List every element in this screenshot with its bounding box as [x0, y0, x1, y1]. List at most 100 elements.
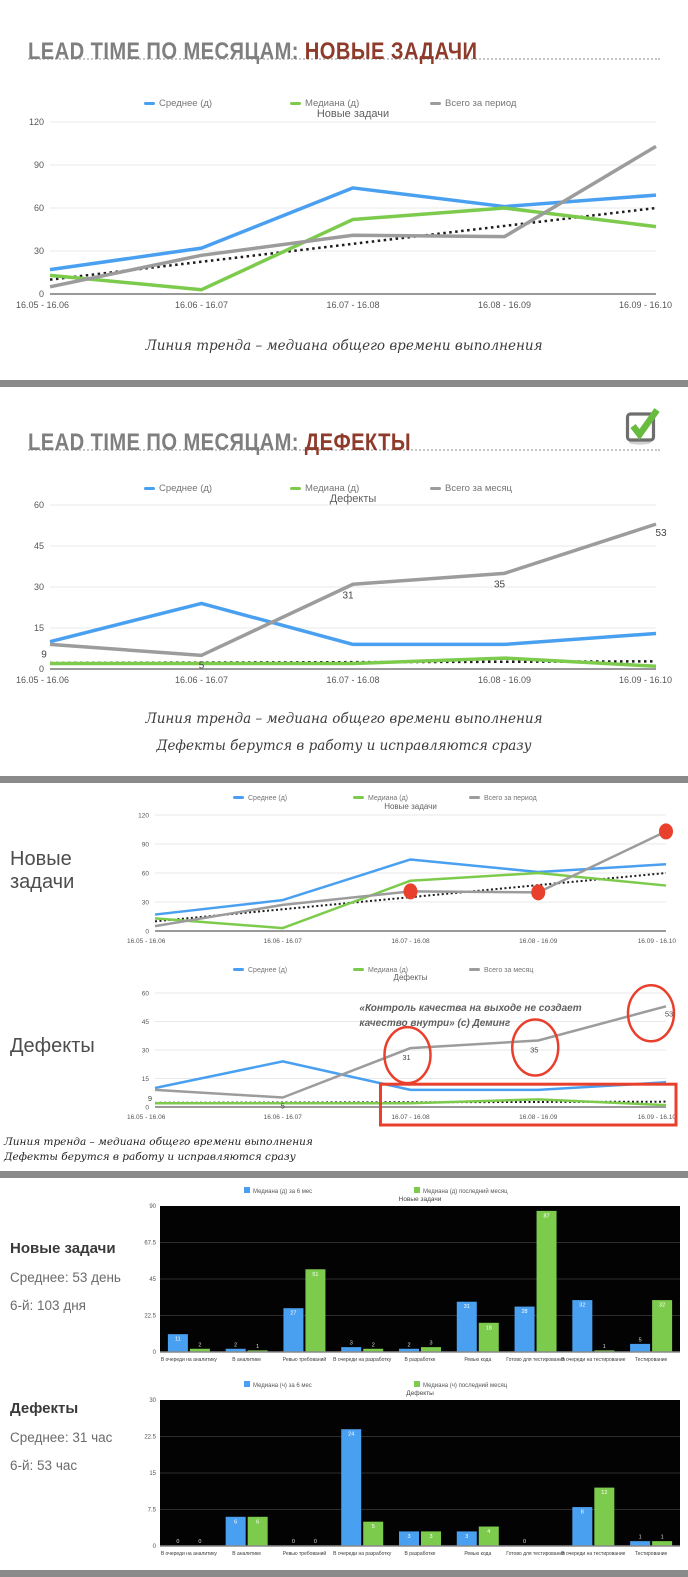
svg-text:Всего за месяц: Всего за месяц — [445, 483, 513, 494]
svg-text:22.5: 22.5 — [144, 1314, 156, 1320]
svg-text:30: 30 — [142, 1047, 150, 1054]
svg-text:67.5: 67.5 — [144, 1241, 156, 1247]
svg-text:В очереди на тестирование: В очереди на тестирование — [561, 1551, 625, 1557]
svg-text:3: 3 — [429, 1341, 432, 1347]
svg-text:16.05 - 16.06: 16.05 - 16.06 — [16, 675, 69, 685]
section-divider — [0, 1171, 688, 1178]
svg-text:87: 87 — [543, 1213, 549, 1219]
bar-heading: Дефекты — [10, 1400, 79, 1417]
svg-text:90: 90 — [142, 841, 150, 848]
svg-text:6: 6 — [256, 1519, 259, 1525]
svg-text:0: 0 — [198, 1539, 201, 1545]
svg-text:1: 1 — [256, 1344, 259, 1350]
svg-text:2: 2 — [198, 1342, 201, 1348]
svg-text:В очереди на тестирование: В очереди на тестирование — [561, 1357, 625, 1363]
svg-text:5: 5 — [199, 660, 205, 671]
annotated-row-defects: Дефекты Среднее (д) Медиана (д) Всего за м… — [0, 959, 688, 1133]
svg-text:31: 31 — [402, 1053, 410, 1062]
bottom-divider — [0, 1570, 688, 1577]
svg-text:0: 0 — [153, 1350, 157, 1356]
svg-text:18: 18 — [486, 1325, 492, 1331]
section-new-tasks: LEAD TIME ПО МЕСЯЦАМ: НОВЫЕ ЗАДАЧИ Средне… — [0, 22, 688, 354]
svg-text:4: 4 — [487, 1529, 490, 1535]
svg-text:Новые задачи: Новые задачи — [399, 1196, 442, 1203]
trend-caption-small: Линия тренда – медиана общего времени вы… — [4, 1136, 313, 1148]
svg-text:0: 0 — [39, 289, 44, 299]
svg-text:16.07 - 16.08: 16.07 - 16.08 — [391, 938, 430, 945]
svg-text:Дефекты: Дефекты — [406, 1390, 434, 1397]
svg-text:60: 60 — [142, 990, 150, 997]
title-highlight: ДЕФЕКТЫ — [304, 429, 412, 457]
svg-text:30: 30 — [34, 246, 44, 256]
svg-text:5: 5 — [639, 1337, 642, 1343]
svg-text:Ревью кода: Ревью кода — [464, 1551, 491, 1557]
svg-text:В аналитике: В аналитике — [232, 1551, 261, 1557]
svg-text:15: 15 — [149, 1471, 156, 1477]
svg-text:Тестирование: Тестирование — [635, 1551, 668, 1557]
svg-text:Ревью требований: Ревью требований — [283, 1550, 327, 1557]
svg-text:30: 30 — [142, 899, 150, 906]
svg-text:45: 45 — [149, 1277, 156, 1283]
svg-text:Среднее (д): Среднее (д) — [248, 795, 287, 802]
svg-text:6: 6 — [234, 1519, 237, 1525]
svg-text:22.5: 22.5 — [144, 1435, 156, 1441]
line-chart-defects-annotated: Среднее (д) Медиана (д) Всего за месяц Дефе… — [125, 959, 678, 1133]
svg-text:32: 32 — [659, 1303, 665, 1309]
svg-text:Ревью кода: Ревью кода — [464, 1357, 491, 1363]
section-defects: LEAD TIME ПО МЕСЯЦАМ: ДЕФЕКТЫ Среднее (д)… — [0, 408, 688, 754]
svg-text:16.07 - 16.08: 16.07 - 16.08 — [326, 300, 379, 310]
svg-text:В очереди на аналитику: В очереди на аналитику — [161, 1357, 218, 1363]
svg-text:Всего за период: Всего за период — [445, 98, 517, 109]
svg-text:0: 0 — [145, 1104, 149, 1111]
section-divider — [0, 380, 688, 387]
svg-text:16.09 - 16.10: 16.09 - 16.10 — [638, 1114, 677, 1121]
svg-text:16.06 - 16.07: 16.06 - 16.07 — [264, 1114, 303, 1121]
checked-checkbox-icon[interactable] — [624, 403, 662, 447]
section-stage-medians: Новые задачи Среднее: 53 день 6-й: 103 д… — [0, 1182, 688, 1562]
svg-text:Дефекты: Дефекты — [394, 973, 428, 982]
svg-text:0: 0 — [523, 1539, 526, 1545]
bar-stat-average: Среднее: 53 день — [10, 1270, 121, 1285]
svg-text:60: 60 — [34, 203, 44, 213]
svg-text:9: 9 — [148, 1094, 152, 1103]
svg-text:16.08 - 16.09: 16.08 - 16.09 — [519, 1114, 558, 1121]
svg-text:Готово для тестирования: Готово для тестирования — [506, 1357, 565, 1363]
bar-side-defects: Дефекты Среднее: 31 час 6-й: 53 час — [0, 1376, 132, 1562]
svg-text:В разработке: В разработке — [405, 1551, 436, 1557]
svg-text:16.08 - 16.09: 16.08 - 16.09 — [519, 938, 558, 945]
trend-caption: Линия тренда – медиана общего времени вы… — [145, 711, 543, 727]
title-underline — [28, 58, 660, 60]
svg-text:9: 9 — [41, 649, 47, 660]
svg-text:Медиана (д): Медиана (д) — [305, 483, 359, 494]
svg-text:3: 3 — [350, 1341, 353, 1347]
svg-text:Медиана (д): Медиана (д) — [368, 967, 408, 974]
svg-text:1: 1 — [661, 1535, 664, 1541]
svg-text:3: 3 — [407, 1534, 410, 1540]
defects-caption: Дефекты берутся в работу и исправляются … — [156, 738, 532, 754]
svg-text:0: 0 — [314, 1539, 317, 1545]
svg-text:7.5: 7.5 — [148, 1508, 157, 1514]
svg-text:3: 3 — [429, 1534, 432, 1540]
svg-text:31: 31 — [464, 1304, 470, 1310]
svg-text:15: 15 — [34, 623, 44, 633]
svg-text:16.07 - 16.08: 16.07 - 16.08 — [326, 675, 379, 685]
svg-text:Ревью требований: Ревью требований — [283, 1356, 327, 1363]
bar-heading: Новые задачи — [10, 1240, 116, 1257]
svg-text:Новые задачи: Новые задачи — [317, 108, 389, 120]
svg-text:Тестирование: Тестирование — [635, 1357, 668, 1363]
bar-block-new-tasks: Новые задачи Среднее: 53 день 6-й: 103 д… — [0, 1182, 688, 1368]
svg-text:Медиана (д) последний месяц: Медиана (д) последний месяц — [423, 1188, 508, 1195]
svg-text:32: 32 — [579, 1303, 585, 1309]
svg-text:16.05 - 16.06: 16.05 - 16.06 — [16, 300, 69, 310]
svg-text:Медиана (д) за 6 мес: Медиана (д) за 6 мес — [253, 1189, 312, 1195]
svg-text:31: 31 — [342, 590, 354, 601]
svg-text:16.05 - 16.06: 16.05 - 16.06 — [127, 1114, 166, 1121]
svg-text:35: 35 — [494, 579, 506, 590]
svg-text:В очереди на разработку: В очереди на разработку — [333, 1357, 392, 1363]
svg-text:Среднее (д): Среднее (д) — [159, 483, 212, 494]
svg-text:В разработке: В разработке — [405, 1357, 436, 1363]
svg-text:2: 2 — [407, 1342, 410, 1348]
svg-text:16.09 - 16.10: 16.09 - 16.10 — [619, 675, 672, 685]
svg-text:27: 27 — [290, 1311, 296, 1317]
svg-text:Медиана (д): Медиана (д) — [305, 98, 359, 109]
